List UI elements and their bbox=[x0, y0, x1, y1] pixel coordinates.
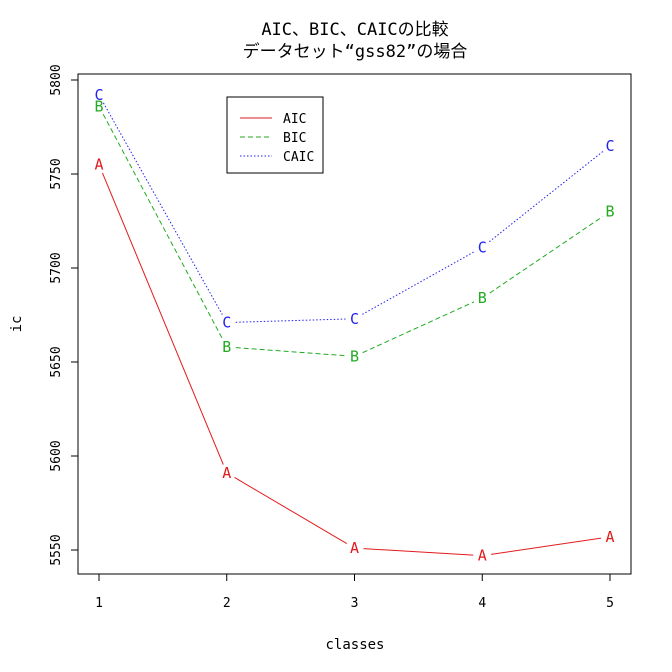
x-tick-label: 5 bbox=[606, 596, 614, 611]
data-point-marker: C bbox=[350, 310, 359, 328]
y-axis: 5550 5600 5650 5700 5750 5800 bbox=[49, 64, 78, 566]
y-tick-label: 5600 bbox=[49, 440, 64, 471]
series-segment bbox=[362, 251, 475, 315]
x-tick-label: 1 bbox=[95, 596, 103, 611]
data-point-marker: A bbox=[478, 547, 487, 565]
series-segment bbox=[363, 548, 474, 556]
x-tick-label: 3 bbox=[351, 596, 359, 611]
series-segment bbox=[235, 347, 346, 357]
data-point-marker: C bbox=[94, 86, 103, 104]
legend-label-caic: CAIC bbox=[283, 150, 314, 165]
data-point-marker: B bbox=[222, 338, 231, 356]
data-point-marker: B bbox=[94, 97, 103, 115]
y-tick-label: 5650 bbox=[49, 346, 64, 377]
data-point-marker: B bbox=[478, 289, 487, 307]
chart-subtitle: データセット“gss82”の場合 bbox=[243, 41, 468, 62]
series-aic: A A A A A bbox=[94, 156, 614, 565]
x-axis-label: classes bbox=[325, 637, 384, 653]
legend-label-aic: AIC bbox=[283, 112, 306, 127]
series-segment bbox=[102, 114, 223, 340]
data-point-marker: C bbox=[478, 238, 487, 256]
series-segment bbox=[102, 102, 223, 315]
legend-label-bic: BIC bbox=[283, 131, 306, 146]
series-segment bbox=[491, 537, 602, 555]
series-segment bbox=[234, 477, 347, 544]
series-bic: B B B B B bbox=[94, 97, 614, 365]
data-point-marker: B bbox=[605, 203, 614, 221]
data-point-marker: A bbox=[605, 528, 614, 546]
data-point-marker: C bbox=[222, 314, 231, 332]
y-tick-label: 5750 bbox=[49, 158, 64, 189]
x-tick-label: 2 bbox=[223, 596, 231, 611]
data-point-marker: A bbox=[222, 464, 231, 482]
series-segment bbox=[362, 301, 475, 354]
data-point-marker: A bbox=[94, 156, 103, 174]
series-segment bbox=[101, 172, 224, 465]
data-point-marker: A bbox=[350, 539, 359, 557]
legend-box bbox=[226, 96, 324, 174]
series-segment bbox=[235, 318, 346, 323]
data-point-marker: B bbox=[350, 347, 359, 365]
y-tick-label: 5800 bbox=[49, 64, 64, 95]
data-point-marker: C bbox=[605, 137, 614, 155]
series-caic: C C C C C bbox=[94, 86, 614, 331]
x-tick-label: 4 bbox=[478, 596, 486, 611]
legend: AIC BIC CAIC bbox=[226, 96, 324, 174]
y-axis-label: ic bbox=[9, 316, 25, 333]
chart-title: AIC、BIC、CAICの比較 bbox=[261, 20, 448, 40]
y-tick-label: 5550 bbox=[49, 534, 64, 565]
series-segment bbox=[489, 216, 603, 294]
y-tick-label: 5700 bbox=[49, 252, 64, 283]
x-axis: 1 2 3 4 5 bbox=[95, 574, 614, 611]
